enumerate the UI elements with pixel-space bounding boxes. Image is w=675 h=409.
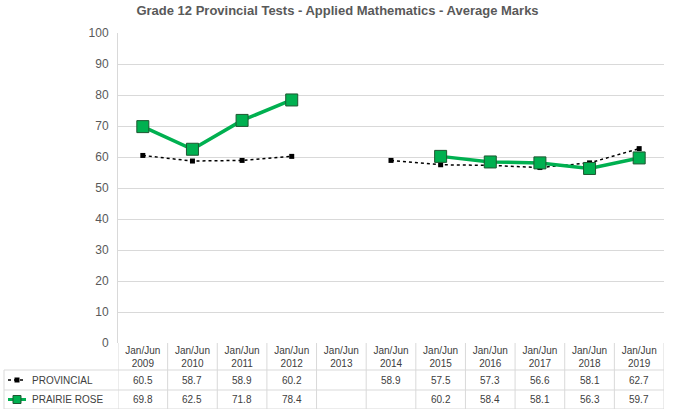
svg-text:60.2: 60.2 — [431, 394, 451, 405]
svg-text:57.3: 57.3 — [480, 375, 500, 386]
svg-text:Grade 12 Provincial Tests - Ap: Grade 12 Provincial Tests - Applied Math… — [136, 3, 538, 18]
svg-text:Jan/Jun2017: Jan/Jun2017 — [522, 345, 557, 369]
svg-text:80: 80 — [95, 88, 109, 102]
svg-text:71.8: 71.8 — [232, 394, 252, 405]
svg-text:69.8: 69.8 — [133, 394, 153, 405]
svg-text:58.7: 58.7 — [182, 375, 202, 386]
svg-text:56.3: 56.3 — [580, 394, 600, 405]
svg-text:PROVINCIAL: PROVINCIAL — [32, 375, 93, 386]
svg-text:Jan/Jun2019: Jan/Jun2019 — [622, 345, 657, 369]
svg-text:Jan/Jun2018: Jan/Jun2018 — [572, 345, 607, 369]
svg-text:57.5: 57.5 — [431, 375, 451, 386]
svg-text:58.1: 58.1 — [580, 375, 600, 386]
svg-text:58.9: 58.9 — [232, 375, 252, 386]
svg-text:90: 90 — [95, 57, 109, 71]
svg-text:50: 50 — [95, 181, 109, 195]
svg-text:58.4: 58.4 — [480, 394, 500, 405]
svg-text:100: 100 — [89, 26, 109, 40]
svg-text:70: 70 — [95, 119, 109, 133]
svg-text:PRAIRIE ROSE: PRAIRIE ROSE — [32, 394, 103, 405]
svg-text:60.5: 60.5 — [133, 375, 153, 386]
svg-text:59.7: 59.7 — [629, 394, 649, 405]
svg-text:58.1: 58.1 — [530, 394, 550, 405]
svg-text:0: 0 — [102, 336, 109, 350]
svg-text:62.7: 62.7 — [629, 375, 649, 386]
svg-text:60.2: 60.2 — [282, 375, 302, 386]
svg-text:Jan/Jun2013: Jan/Jun2013 — [324, 345, 359, 369]
svg-text:10: 10 — [95, 305, 109, 319]
svg-text:Jan/Jun2014: Jan/Jun2014 — [373, 345, 408, 369]
svg-text:30: 30 — [95, 243, 109, 257]
svg-text:78.4: 78.4 — [282, 394, 302, 405]
svg-text:Jan/Jun2016: Jan/Jun2016 — [473, 345, 508, 369]
svg-text:62.5: 62.5 — [182, 394, 202, 405]
svg-text:Jan/Jun2012: Jan/Jun2012 — [274, 345, 309, 369]
svg-text:Jan/Jun2011: Jan/Jun2011 — [225, 345, 260, 369]
svg-text:Jan/Jun2015: Jan/Jun2015 — [423, 345, 458, 369]
svg-text:40: 40 — [95, 212, 109, 226]
svg-text:58.9: 58.9 — [381, 375, 401, 386]
svg-text:20: 20 — [95, 274, 109, 288]
svg-text:Jan/Jun2009: Jan/Jun2009 — [125, 345, 160, 369]
svg-text:56.6: 56.6 — [530, 375, 550, 386]
svg-text:Jan/Jun2010: Jan/Jun2010 — [175, 345, 210, 369]
svg-text:60: 60 — [95, 150, 109, 164]
